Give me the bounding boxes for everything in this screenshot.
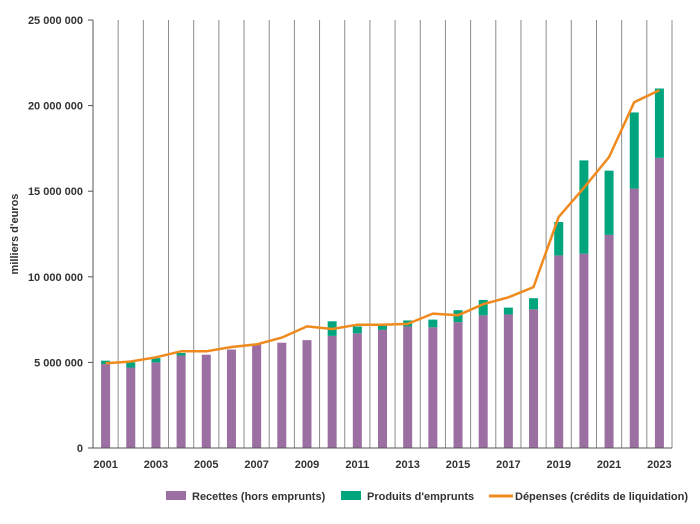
x-tick-label: 2007 (244, 459, 268, 471)
bar-emprunts-2011 (352, 326, 362, 334)
bar-recettes-2022 (629, 188, 639, 448)
x-tick-label: 2015 (446, 459, 470, 471)
legend-swatch-0 (166, 491, 186, 500)
bar-recettes-2019 (554, 255, 564, 448)
x-tick-label: 2021 (597, 459, 621, 471)
x-tick-label: 2001 (93, 459, 117, 471)
x-tick-label: 2005 (194, 459, 218, 471)
bar-recettes-2023 (654, 157, 664, 449)
line-depenses (105, 89, 660, 365)
bar-recettes-2001 (101, 364, 111, 448)
bar-recettes-2004 (176, 355, 186, 448)
y-tick-labels: 0 5 000 000 10 000 000 15 000 000 20 000 000… (28, 15, 93, 455)
bar-emprunts-2003 (151, 358, 161, 363)
bar-recettes-2014 (428, 327, 438, 448)
bar-recettes-2010 (327, 335, 337, 448)
bar-emprunts-2002 (126, 362, 136, 368)
bar-emprunts-2023 (654, 88, 664, 158)
bar-emprunts-2021 (604, 170, 614, 235)
bar-recettes-2007 (252, 344, 262, 448)
bar-recettes-2016 (478, 315, 488, 448)
x-tick-label: 2003 (144, 459, 168, 471)
bar-recettes-2012 (378, 329, 387, 448)
bar-emprunts-2020 (579, 160, 589, 254)
y-tick-label: 0 (77, 443, 83, 455)
legend-swatch-1 (341, 491, 361, 500)
bar-emprunts-2014 (428, 319, 438, 328)
x-tick-label: 2013 (395, 459, 419, 471)
expense-line (105, 89, 660, 365)
axes (92, 20, 672, 449)
y-tick-label: 20 000 000 (28, 101, 83, 113)
bar-recettes-2006 (226, 349, 236, 448)
x-tick-label: 2019 (546, 459, 570, 471)
bar-recettes-2003 (151, 362, 161, 448)
y-tick-label: 10 000 000 (28, 272, 83, 284)
bar-recettes-2002 (126, 367, 136, 448)
x-tick-label: 2009 (295, 459, 319, 471)
bar-emprunts-2012 (378, 325, 387, 330)
legend-label-0: Recettes (hors emprunts) (192, 491, 326, 503)
x-tick-labels: 2001 2003 2005 2007 2009 2011 2013 2015 2017 2019… (93, 459, 671, 471)
bar-emprunts-2017 (503, 307, 513, 315)
bar-recettes-2015 (453, 322, 463, 448)
bar-recettes-2020 (579, 253, 589, 448)
legend: Recettes (hors emprunts) Produits d'empru… (166, 491, 688, 503)
y-tick-label: 15 000 000 (28, 186, 83, 198)
y-axis-label: milliers d'euros (9, 194, 21, 275)
bar-recettes-2005 (201, 354, 211, 448)
x-tick-label: 2017 (496, 459, 520, 471)
bar-recettes-2011 (352, 333, 362, 448)
bar-recettes-2009 (302, 340, 312, 448)
bar-recettes-2017 (503, 314, 513, 448)
bar-emprunts-2016 (478, 299, 488, 316)
bar-recettes-2013 (403, 326, 413, 448)
y-tick-label: 5 000 000 (34, 357, 83, 369)
grid-lines (117, 20, 673, 448)
bar-recettes-2018 (529, 309, 539, 448)
bar-emprunts-2004 (176, 352, 186, 356)
legend-label-2: Dépenses (crédits de liquidation) (515, 491, 688, 503)
bar-recettes-2008 (277, 342, 287, 448)
bar-emprunts-2018 (529, 298, 539, 310)
bar-emprunts-2019 (554, 222, 564, 256)
bars (101, 88, 664, 449)
bar-recettes-2021 (604, 234, 614, 448)
y-tick-label: 25 000 000 (28, 15, 83, 27)
x-tick-label: 2011 (345, 459, 369, 471)
bar-emprunts-2022 (629, 112, 639, 189)
x-tick-label: 2023 (647, 459, 671, 471)
legend-label-1: Produits d'emprunts (367, 491, 474, 503)
